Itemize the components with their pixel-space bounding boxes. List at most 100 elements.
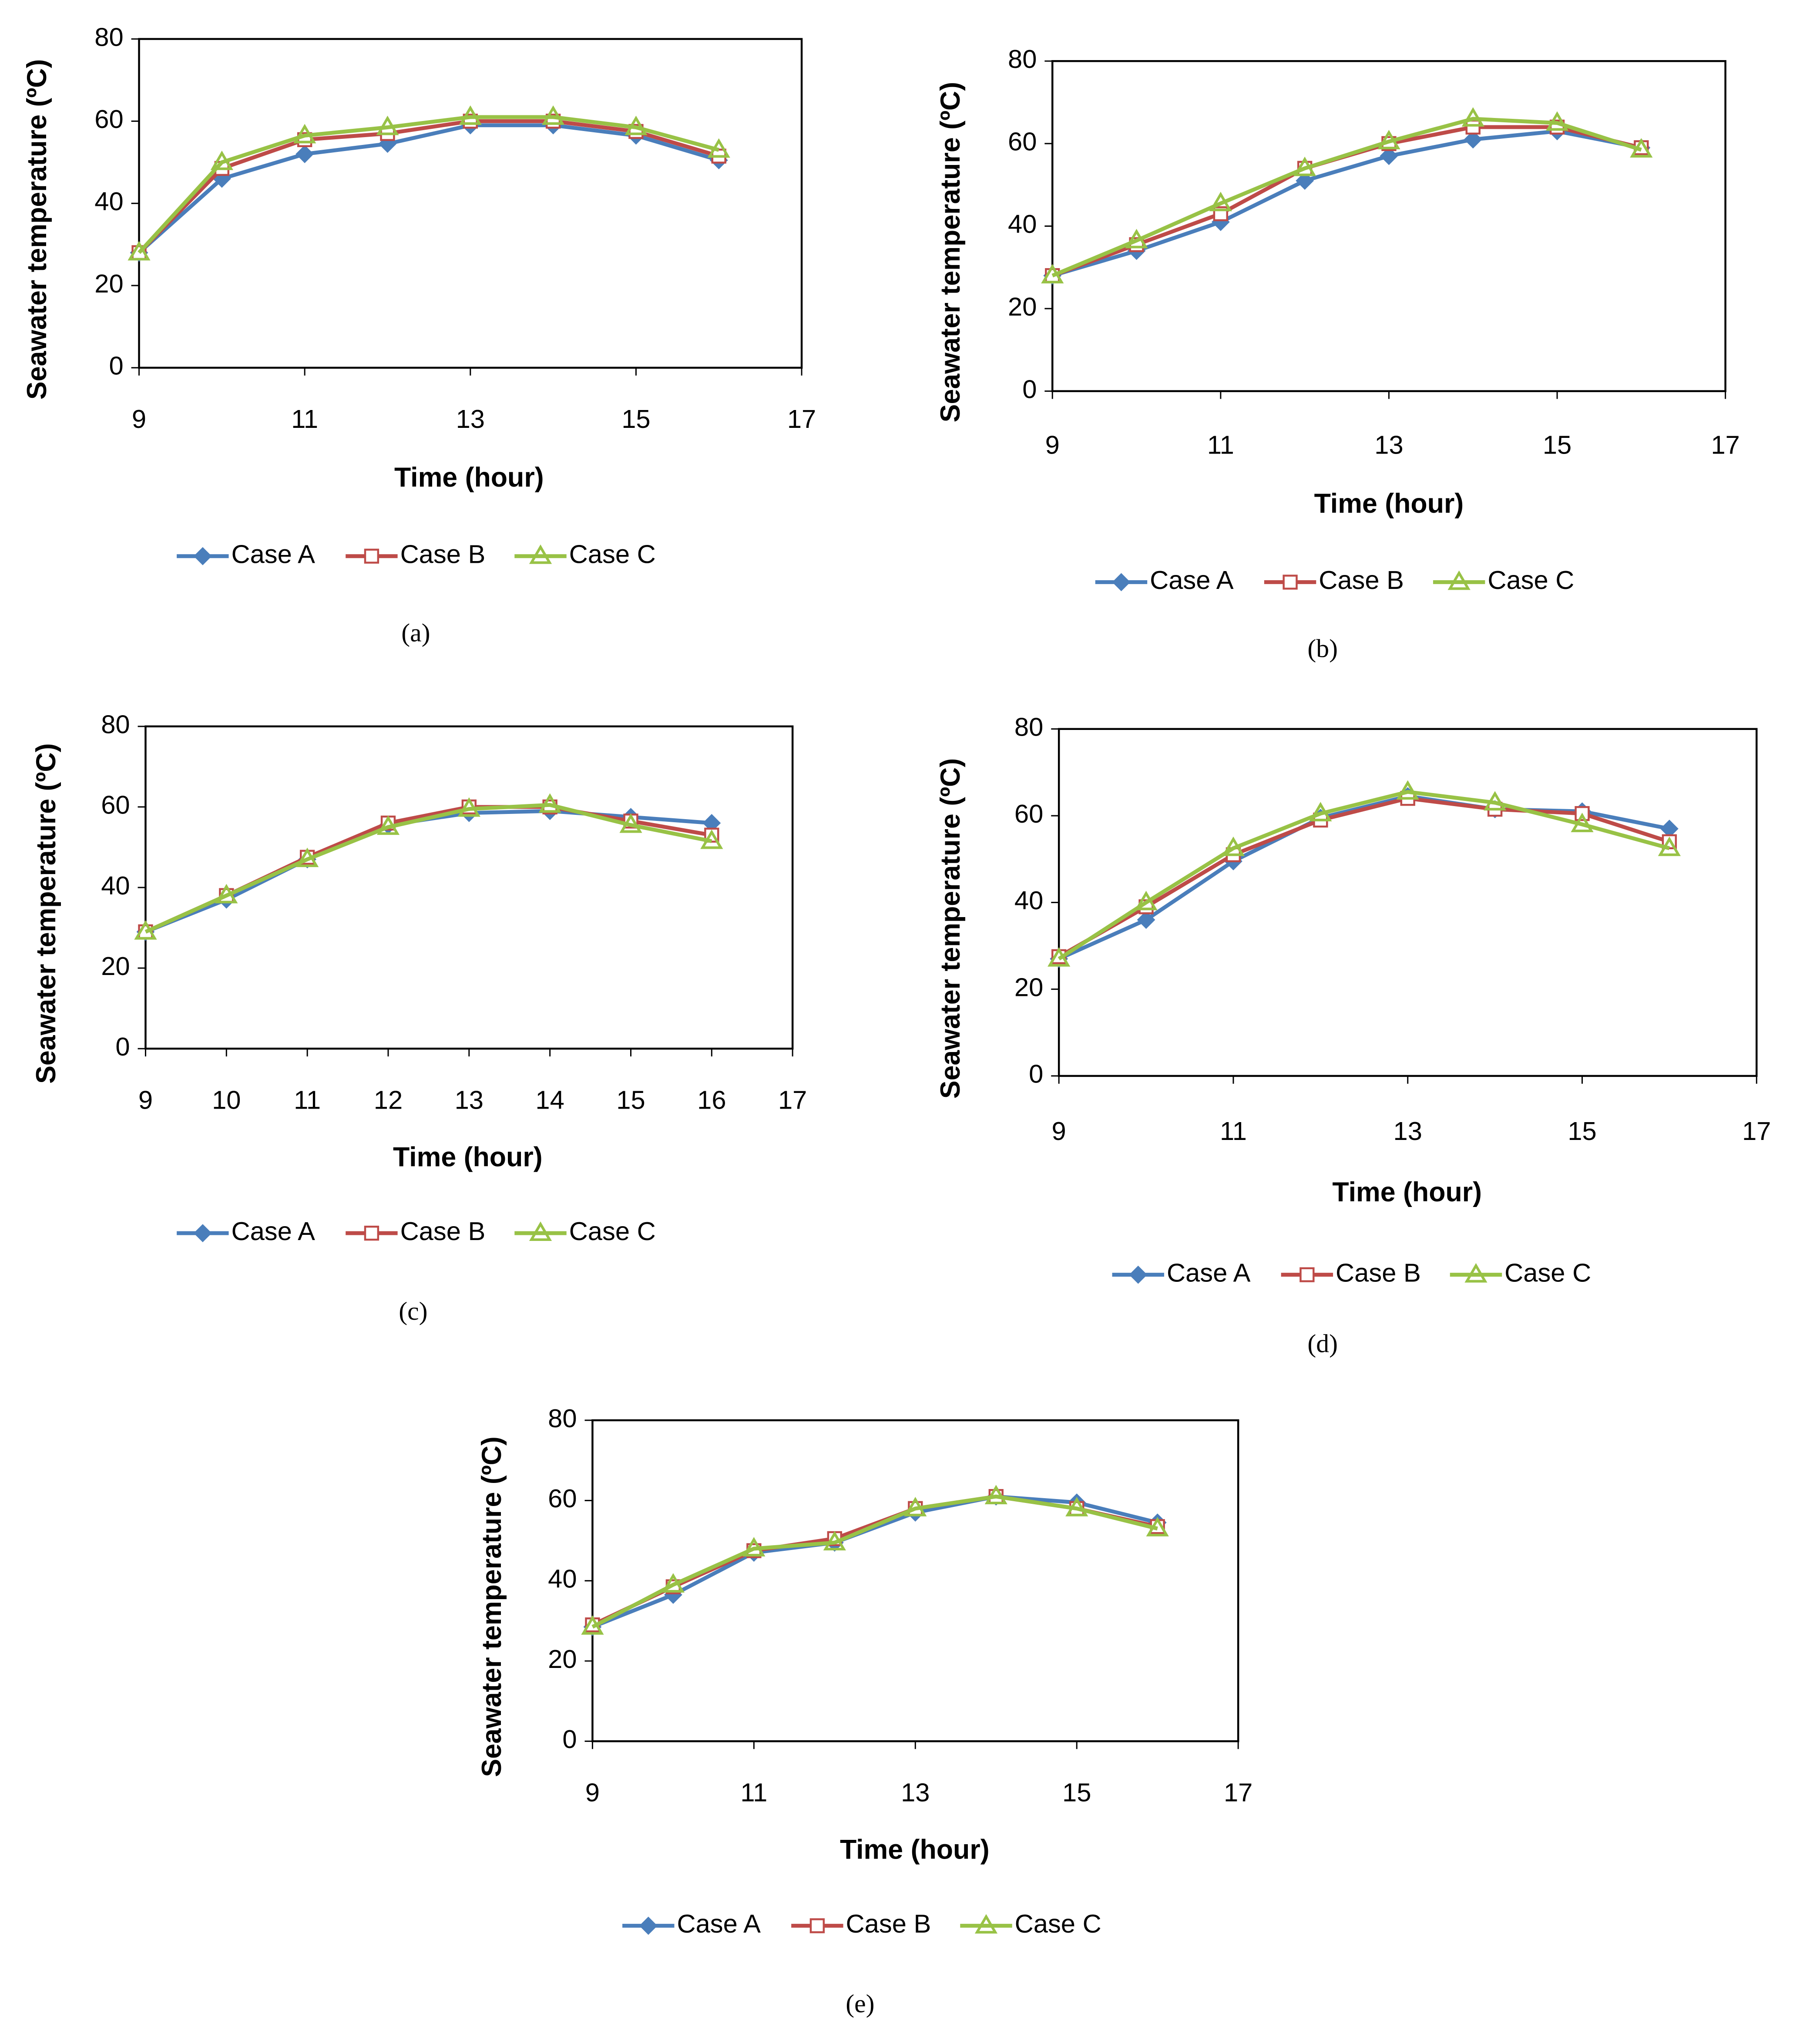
marker-triangle: [1293, 156, 1316, 176]
y-tick-label: 0: [1022, 374, 1037, 403]
legend-marker: [639, 1916, 658, 1935]
x-tick-label: 11: [294, 1085, 321, 1114]
marker-triangle: [459, 105, 482, 125]
plot-area: [138, 38, 803, 369]
x-tick-label: 13: [455, 1085, 484, 1114]
y-axis-title: Seawater temperature (ºC): [22, 59, 52, 400]
x-tick-label: 17: [1711, 430, 1739, 460]
marker-triangle: [1146, 1517, 1169, 1536]
marker-triangle: [1065, 1496, 1088, 1516]
marker-triangle: [1135, 891, 1158, 911]
x-tick-label: 11: [291, 404, 318, 434]
x-tick-label: 9: [585, 1778, 600, 1807]
legend-label: Case A: [1167, 1258, 1251, 1287]
x-tick-label: 15: [1062, 1778, 1091, 1807]
y-tick-label: 40: [101, 871, 130, 900]
y-tick-label: 60: [101, 790, 130, 820]
y-tick-label: 60: [1008, 127, 1037, 156]
x-tick-label: 10: [212, 1085, 241, 1114]
marker-triangle: [1125, 229, 1148, 249]
x-tick-label: 17: [1224, 1778, 1252, 1807]
y-tick-label: 0: [1029, 1059, 1043, 1089]
marker-triangle: [134, 920, 157, 940]
series-line: [591, 1494, 1158, 1629]
legend-marker: [974, 1914, 998, 1934]
y-tick-label: 80: [548, 1404, 577, 1433]
marker-diamond: [1380, 147, 1398, 165]
marker-triangle: [661, 1573, 685, 1593]
panel-label: (b): [1307, 634, 1338, 662]
panel-label: (d): [1307, 1329, 1338, 1358]
x-tick-label: 9: [138, 1085, 153, 1114]
legend-label: Case C: [1015, 1909, 1101, 1938]
marker-triangle: [1396, 780, 1419, 800]
x-axis-title: Time (hour): [393, 1142, 543, 1173]
y-tick-label: 60: [548, 1484, 577, 1513]
legend-label: Case C: [569, 1217, 656, 1246]
marker-diamond: [702, 814, 721, 832]
y-axis-title: Seawater temperature (ºC): [477, 1436, 507, 1777]
series-line: [138, 115, 719, 254]
marker-triangle: [1571, 813, 1594, 832]
x-tick-label: 13: [456, 404, 485, 434]
legend-label: Case C: [569, 540, 656, 569]
marker-triangle: [457, 797, 480, 817]
series-line: [1058, 790, 1670, 961]
legend-marker: [193, 1224, 212, 1243]
panel-label: (e): [846, 1989, 874, 2018]
y-tick-label: 0: [115, 1032, 130, 1061]
marker-triangle: [296, 847, 319, 867]
legend-marker: [1112, 573, 1131, 592]
y-tick-label: 20: [1008, 292, 1037, 321]
y-axis-title: Seawater temperature (ºC): [31, 743, 61, 1084]
plot-area: [1051, 60, 1726, 392]
series-line: [138, 119, 720, 254]
legend-label: Case B: [400, 1217, 486, 1246]
marker-triangle: [625, 115, 648, 135]
y-tick-label: 60: [1014, 799, 1043, 828]
y-tick-label: 20: [548, 1644, 577, 1674]
y-tick-label: 80: [94, 22, 123, 51]
marker-triangle: [210, 150, 233, 170]
marker-diamond: [1660, 820, 1679, 838]
legend-label: Case B: [1319, 565, 1404, 595]
marker-diamond: [295, 145, 314, 163]
legend-label: Case C: [1487, 565, 1574, 595]
series-line: [138, 123, 720, 254]
marker-triangle: [742, 1537, 766, 1557]
legend-label: Case A: [231, 1217, 315, 1246]
x-tick-label: 11: [1207, 430, 1234, 460]
legend-marker: [529, 544, 552, 564]
legend-marker: [1447, 570, 1471, 590]
legend-label: Case C: [1504, 1258, 1591, 1287]
marker-triangle: [1209, 192, 1232, 212]
x-tick-label: 9: [1045, 430, 1060, 460]
y-tick-label: 40: [1008, 209, 1037, 239]
series-line: [144, 803, 712, 934]
plot-area: [1058, 728, 1758, 1077]
y-tick-label: 20: [94, 269, 123, 298]
y-tick-label: 0: [562, 1725, 577, 1754]
y-tick-label: 0: [109, 351, 123, 380]
marker-triangle: [1309, 802, 1332, 822]
x-tick-label: 15: [616, 1085, 645, 1114]
series-line: [1051, 117, 1642, 278]
y-tick-label: 40: [94, 187, 123, 216]
y-tick-label: 80: [1008, 44, 1037, 74]
x-tick-label: 16: [697, 1085, 726, 1114]
y-tick-label: 40: [1014, 886, 1043, 915]
legend-marker: [1129, 1265, 1148, 1284]
legend-marker: [529, 1221, 552, 1241]
marker-triangle: [1048, 947, 1071, 967]
marker-triangle: [1222, 836, 1245, 856]
marker-triangle: [1377, 130, 1400, 150]
marker-triangle: [1630, 138, 1653, 158]
legend-label: Case A: [1150, 565, 1234, 595]
x-tick-label: 17: [778, 1085, 807, 1114]
marker-triangle: [904, 1496, 927, 1516]
marker-triangle: [215, 884, 238, 904]
x-tick-label: 14: [535, 1085, 564, 1114]
series-line: [1051, 129, 1642, 278]
x-tick-label: 15: [621, 404, 650, 434]
